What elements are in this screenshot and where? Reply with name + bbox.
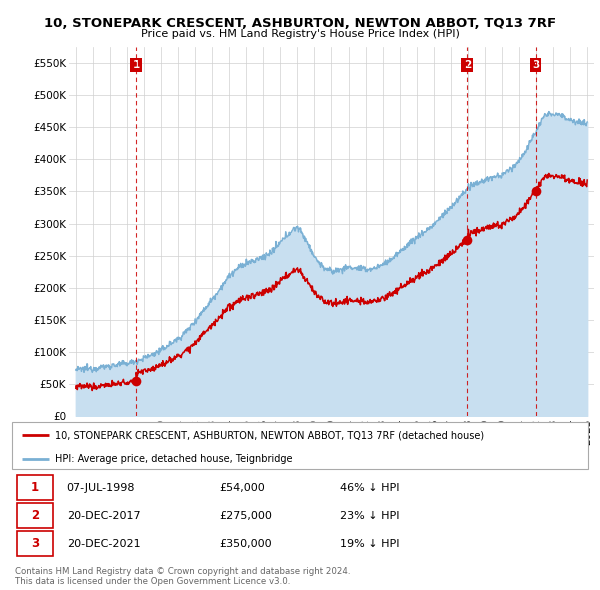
- FancyBboxPatch shape: [17, 503, 53, 528]
- Text: £54,000: £54,000: [220, 483, 265, 493]
- Text: 1: 1: [31, 481, 39, 494]
- Text: This data is licensed under the Open Government Licence v3.0.: This data is licensed under the Open Gov…: [15, 577, 290, 586]
- Text: 07-JUL-1998: 07-JUL-1998: [67, 483, 135, 493]
- Text: Contains HM Land Registry data © Crown copyright and database right 2024.: Contains HM Land Registry data © Crown c…: [15, 566, 350, 576]
- Text: Price paid vs. HM Land Registry's House Price Index (HPI): Price paid vs. HM Land Registry's House …: [140, 30, 460, 39]
- FancyBboxPatch shape: [17, 531, 53, 556]
- Text: 10, STONEPARK CRESCENT, ASHBURTON, NEWTON ABBOT, TQ13 7RF: 10, STONEPARK CRESCENT, ASHBURTON, NEWTO…: [44, 17, 556, 30]
- Text: £275,000: £275,000: [220, 511, 272, 520]
- Text: 20-DEC-2021: 20-DEC-2021: [67, 539, 140, 549]
- Text: HPI: Average price, detached house, Teignbridge: HPI: Average price, detached house, Teig…: [55, 454, 293, 464]
- Text: 2: 2: [464, 60, 471, 70]
- Text: 1: 1: [133, 60, 140, 70]
- Text: 23% ↓ HPI: 23% ↓ HPI: [340, 511, 400, 520]
- Text: 20-DEC-2017: 20-DEC-2017: [67, 511, 140, 520]
- Text: 46% ↓ HPI: 46% ↓ HPI: [340, 483, 400, 493]
- Text: 19% ↓ HPI: 19% ↓ HPI: [340, 539, 400, 549]
- FancyBboxPatch shape: [17, 475, 53, 500]
- Text: £350,000: £350,000: [220, 539, 272, 549]
- Text: 3: 3: [532, 60, 539, 70]
- FancyBboxPatch shape: [12, 422, 588, 469]
- Text: 2: 2: [31, 509, 39, 522]
- Text: 10, STONEPARK CRESCENT, ASHBURTON, NEWTON ABBOT, TQ13 7RF (detached house): 10, STONEPARK CRESCENT, ASHBURTON, NEWTO…: [55, 430, 484, 440]
- Text: 3: 3: [31, 537, 39, 550]
